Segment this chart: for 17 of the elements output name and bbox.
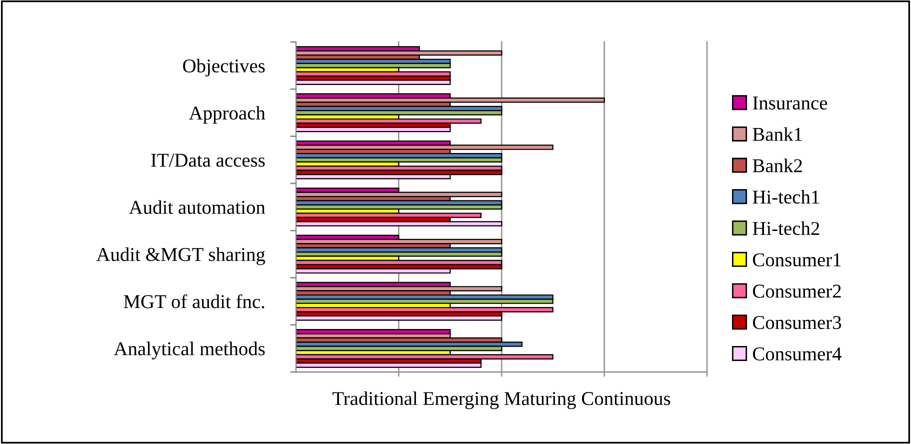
y-tick-label: Analytical methods	[114, 342, 265, 360]
legend-label: Consumer3	[752, 316, 842, 330]
y-tick-label: Approach	[188, 106, 266, 124]
legend-label: Hi-tech2	[752, 221, 820, 236]
y-tick-label: IT/Data access	[151, 154, 265, 167]
legend-label: Bank2	[752, 158, 802, 172]
y-tick-label: Audit &MGT sharing	[96, 247, 266, 266]
x-axis-title: Traditional Emerging Maturing Continuous	[332, 391, 670, 410]
y-tick-label: Audit automation	[129, 200, 266, 214]
legend-label: Hi-tech1	[752, 190, 820, 204]
legend-label: Bank1	[752, 127, 802, 141]
legend-label: Consumer2	[752, 284, 841, 298]
legend-label: Consumer1	[752, 253, 841, 266]
y-tick-label: Objectives	[183, 58, 265, 76]
legend-label: Insurance	[752, 96, 828, 110]
legend-label: Consumer4	[752, 347, 842, 360]
y-tick-label: MGT of audit fnc.	[124, 294, 264, 308]
